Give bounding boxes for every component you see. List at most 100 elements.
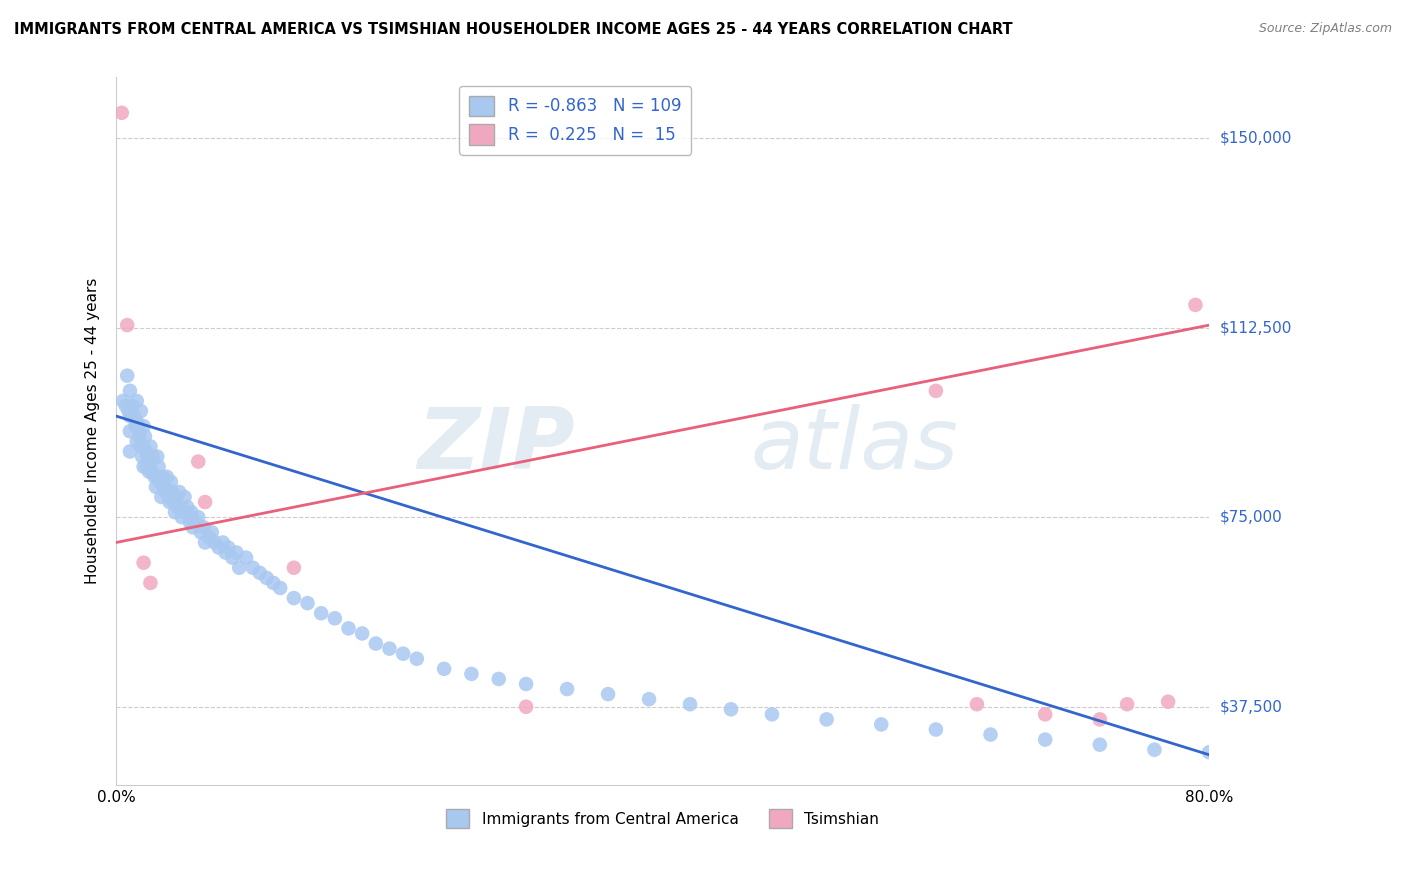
Point <box>433 662 456 676</box>
Point <box>283 560 305 574</box>
Point <box>364 636 387 650</box>
Point <box>228 560 250 574</box>
Point <box>163 505 186 519</box>
Point <box>146 450 169 464</box>
Point <box>297 596 319 610</box>
Point <box>221 550 243 565</box>
Point <box>160 490 183 504</box>
Point <box>225 545 247 559</box>
Point <box>132 459 155 474</box>
Point <box>283 591 305 605</box>
Point <box>170 510 193 524</box>
Text: $37,500: $37,500 <box>1220 699 1284 714</box>
Point <box>127 419 149 434</box>
Point <box>198 530 221 544</box>
Point <box>163 495 186 509</box>
Point <box>134 429 156 443</box>
Point <box>145 480 167 494</box>
Point <box>162 484 184 499</box>
Point <box>187 510 209 524</box>
Point <box>1184 298 1206 312</box>
Point <box>1088 712 1111 726</box>
Point <box>761 707 783 722</box>
Point <box>143 469 166 483</box>
Point <box>193 520 215 534</box>
Point <box>242 560 264 574</box>
Point <box>146 469 169 483</box>
Text: $112,500: $112,500 <box>1220 320 1292 335</box>
Point <box>136 450 159 464</box>
Point <box>256 571 278 585</box>
Text: IMMIGRANTS FROM CENTRAL AMERICA VS TSIMSHIAN HOUSEHOLDER INCOME AGES 25 - 44 YEA: IMMIGRANTS FROM CENTRAL AMERICA VS TSIMS… <box>14 22 1012 37</box>
Point <box>1033 707 1056 722</box>
Point <box>180 505 202 519</box>
Point <box>679 697 702 711</box>
Point <box>392 647 415 661</box>
Text: ZIP: ZIP <box>418 404 575 487</box>
Point <box>1157 695 1180 709</box>
Point <box>211 535 233 549</box>
Point <box>262 575 284 590</box>
Point <box>156 469 179 483</box>
Point <box>148 459 170 474</box>
Point <box>378 641 401 656</box>
Point <box>515 677 537 691</box>
Point <box>125 414 148 428</box>
Point <box>1088 738 1111 752</box>
Point <box>150 490 173 504</box>
Point <box>118 384 141 398</box>
Point <box>1033 732 1056 747</box>
Point <box>149 475 172 489</box>
Point <box>125 393 148 408</box>
Point <box>125 434 148 449</box>
Point <box>173 490 195 504</box>
Point <box>160 475 183 489</box>
Text: atlas: atlas <box>751 404 957 487</box>
Point <box>184 515 207 529</box>
Point <box>596 687 619 701</box>
Point <box>815 712 838 726</box>
Point <box>181 520 204 534</box>
Point <box>190 525 212 540</box>
Point <box>128 429 150 443</box>
Point <box>169 500 191 514</box>
Point <box>249 566 271 580</box>
Point <box>139 575 162 590</box>
Point <box>194 495 217 509</box>
Point <box>208 541 231 555</box>
Point <box>194 535 217 549</box>
Point <box>132 556 155 570</box>
Point <box>139 439 162 453</box>
Point <box>131 450 153 464</box>
Point <box>515 699 537 714</box>
Point <box>141 465 163 479</box>
Y-axis label: Householder Income Ages 25 - 44 years: Householder Income Ages 25 - 44 years <box>86 278 100 584</box>
Point <box>157 484 180 499</box>
Point <box>138 465 160 479</box>
Text: Source: ZipAtlas.com: Source: ZipAtlas.com <box>1258 22 1392 36</box>
Text: $75,000: $75,000 <box>1220 509 1282 524</box>
Point <box>139 454 162 468</box>
Point <box>966 697 988 711</box>
Point <box>638 692 661 706</box>
Point <box>337 621 360 635</box>
Point <box>720 702 742 716</box>
Point <box>112 393 135 408</box>
Point <box>925 723 948 737</box>
Point <box>153 480 176 494</box>
Point <box>122 409 145 423</box>
Point <box>980 727 1002 741</box>
Point <box>1198 745 1220 759</box>
Point <box>132 439 155 453</box>
Legend: Immigrants from Central America, Tsimshian: Immigrants from Central America, Tsimshi… <box>440 803 886 834</box>
Point <box>405 651 427 665</box>
Point <box>111 105 134 120</box>
Point <box>114 399 136 413</box>
Point <box>117 404 139 418</box>
Point <box>488 672 510 686</box>
Point <box>124 419 146 434</box>
Point <box>309 606 332 620</box>
Point <box>118 444 141 458</box>
Point <box>118 424 141 438</box>
Point <box>201 525 224 540</box>
